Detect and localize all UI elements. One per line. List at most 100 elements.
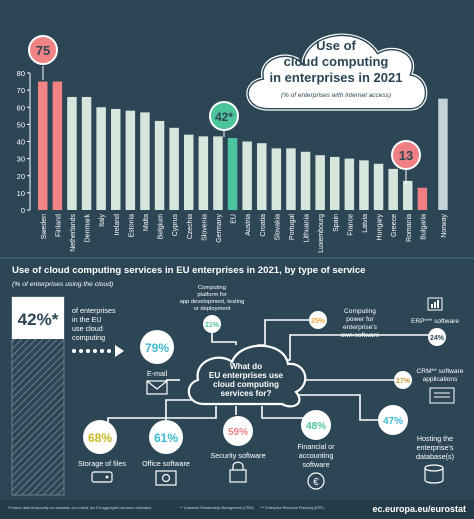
service-storage: 68% Storage of files — [78, 420, 126, 483]
bar-italy — [96, 107, 106, 210]
x-tick-label: Lithuania — [304, 214, 311, 243]
service-office: 61% Office software — [142, 420, 190, 486]
x-tick-label: EU — [231, 214, 238, 224]
min-badge-value: 13 — [399, 148, 413, 163]
x-tick-label: Bulgaria — [420, 214, 427, 240]
erp-icon — [427, 297, 443, 311]
x-tick-label: Luxembourg — [318, 214, 325, 253]
bar-austria — [242, 141, 252, 210]
platform-label-2: platform for — [197, 292, 226, 298]
service-platform: Computing platform for app development, … — [180, 285, 244, 333]
x-tick-label: Spain — [333, 214, 340, 232]
x-tick-label: France — [347, 214, 354, 236]
center-cloud: What do EU enterprises use cloud computi… — [187, 344, 307, 408]
x-tick-label: Austria — [245, 214, 252, 236]
y-tick-label: 50 — [17, 120, 25, 129]
x-tick-label: Denmark — [85, 214, 92, 243]
source-link[interactable]: ec.europa.eu/eurostat — [372, 504, 466, 514]
email-label: E-mail — [147, 369, 168, 378]
bar-greece — [388, 168, 398, 210]
storage-icon — [91, 471, 113, 483]
power-label-1: Computing — [344, 308, 376, 315]
x-tick-label: Greece — [391, 214, 398, 237]
x-tick-label: Slovakia — [274, 214, 281, 241]
y-tick-label: 40 — [17, 138, 25, 147]
y-tick-label: 60 — [17, 103, 25, 112]
chart-subtitle: (% of enterprises with internet access) — [281, 92, 391, 99]
gear-icon — [155, 470, 177, 486]
y-tick-label: 30 — [17, 155, 25, 164]
bar-hungary — [373, 163, 384, 210]
bar-ireland — [111, 108, 121, 210]
service-hosting: 47% Hosting the enterprise's database(s) — [378, 405, 454, 484]
bar-cyprus — [169, 127, 179, 210]
x-tick-label: Latvia — [362, 214, 369, 233]
service-email: 79% E-mail — [140, 330, 174, 395]
power-label-4: own software — [341, 332, 380, 339]
max-badge-value: 75 — [36, 43, 50, 58]
center-line3: cloud computing — [213, 380, 279, 389]
x-tick-label: Estonia — [128, 214, 135, 237]
financial-label-1: Financial or — [297, 442, 335, 451]
financial-label-2: accounting — [299, 451, 334, 460]
center-line2: EU enterprises use — [209, 371, 284, 380]
service-erp: ERP*** software 24% — [411, 297, 459, 346]
crm-icon — [429, 387, 455, 404]
center-line1: What do — [230, 362, 262, 371]
x-tick-label: Romania — [406, 214, 413, 242]
bar-romania — [403, 180, 413, 210]
euro-icon: € — [307, 472, 325, 490]
svg-text:€: € — [313, 477, 319, 488]
platform-label-4: or deployment — [194, 306, 231, 312]
section2-subtitle: (% of enterprises using the cloud) — [12, 281, 113, 288]
bar-eu — [227, 138, 238, 210]
x-tick-label: Czechia — [187, 214, 194, 239]
hosting-label-2: enterprise's — [417, 443, 454, 452]
eu-badge: 42* — [209, 101, 239, 137]
y-tick-label: 0 — [21, 206, 25, 215]
hosting-pct: 47% — [383, 416, 403, 427]
center-line4: services for? — [221, 389, 272, 398]
x-tick-label: Portugal — [289, 214, 296, 241]
y-tick-label: 80 — [17, 69, 25, 78]
x-tick-label: Norway — [441, 214, 448, 238]
platform-label-1: Computing — [198, 285, 226, 291]
bar-lithuania — [300, 151, 311, 210]
title-cloud: Use of cloud computing in enterprises in… — [244, 32, 429, 112]
title-line3: in enterprises in 2021 — [270, 70, 403, 85]
section2-title: Use of cloud computing services in EU en… — [12, 265, 366, 276]
bar-bulgaria — [417, 187, 428, 210]
eu-text-1: of enterprises — [72, 306, 116, 315]
bar-spain — [330, 156, 340, 210]
footnote-2: ** Customer Relationship Management (CRM… — [180, 506, 254, 510]
bar-france — [344, 158, 355, 210]
x-tick-label: Finland — [55, 214, 62, 237]
bar-sweden — [38, 81, 48, 210]
max-badge: 75 — [28, 35, 58, 80]
eu-share-box — [12, 297, 64, 339]
eu-text-3: use cloud — [72, 324, 103, 333]
office-pct: 61% — [154, 431, 178, 445]
power-label-2: power for — [346, 316, 374, 323]
crm-label-1: CRM** software — [417, 368, 464, 375]
x-tick-label: Belgium — [158, 214, 165, 239]
x-tick-label: Cyprus — [172, 214, 179, 237]
y-tick-label: 10 — [17, 189, 25, 198]
bar-netherlands — [67, 96, 77, 210]
bar-chart: 0 10 20 30 40 50 60 70 80 Sweden Finland Netherland… — [17, 69, 448, 253]
bar-norway — [438, 98, 448, 210]
service-computing-power: 25% Computing power for enterprise's own… — [309, 308, 380, 339]
hosting-label-3: database(s) — [416, 452, 454, 461]
power-label-3: enterprise's — [343, 324, 378, 331]
x-tick-label: Ireland — [114, 214, 121, 236]
footnote-3: *** Enterprise Resource Planning (ERP) — [260, 506, 324, 510]
service-financial: 48% Financial or accounting software € — [297, 410, 335, 490]
x-tick-label: Hungary — [377, 214, 384, 241]
bar-belgium — [154, 120, 165, 210]
bar-portugal — [286, 148, 296, 210]
x-tick-label: Croatia — [260, 214, 267, 237]
platform-pct: 21% — [205, 322, 220, 329]
bar-czechia — [184, 134, 194, 210]
eu-badge-value: 42* — [215, 110, 233, 124]
